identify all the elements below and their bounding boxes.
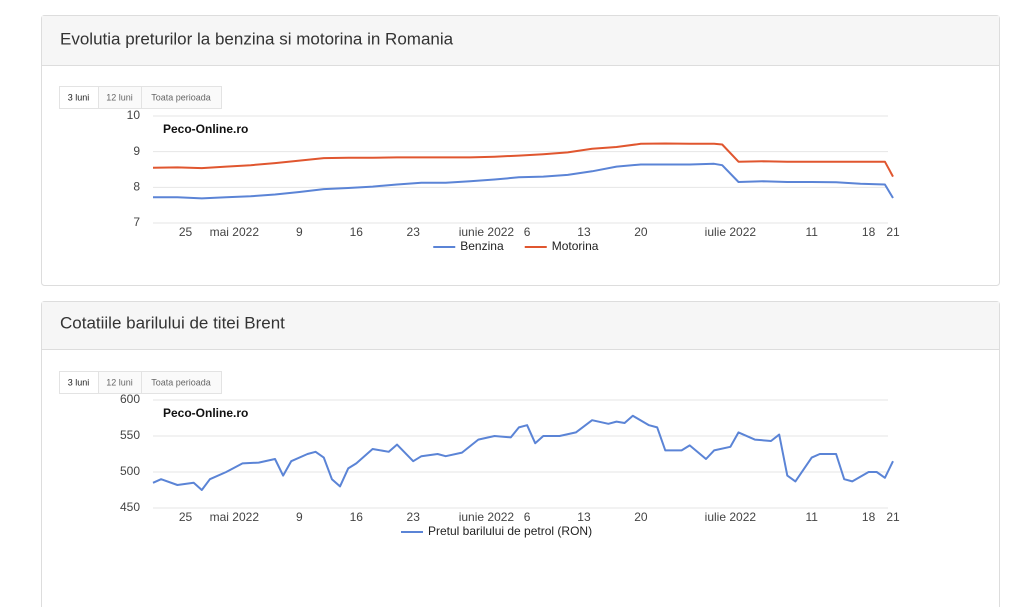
y-tick-label: 500 <box>120 464 140 478</box>
x-tick-label: 21 <box>886 510 900 524</box>
x-tick-label: 18 <box>862 510 876 524</box>
panel-header <box>42 302 999 349</box>
series-line <box>152 414 894 491</box>
x-tick-label: 16 <box>350 225 364 239</box>
x-tick-label: 23 <box>407 510 421 524</box>
watermark: Peco-Online.ro <box>163 406 248 420</box>
panel-title: Cotatiile barilului de titei Brent <box>60 313 285 332</box>
x-tick-label: 25 <box>179 225 193 239</box>
y-tick-label: 9 <box>133 144 140 158</box>
x-tick-label: iulie 2022 <box>705 510 757 524</box>
legend-label: Pretul barilului de petrol (RON) <box>428 524 592 538</box>
x-tick-label: iulie 2022 <box>705 225 757 239</box>
x-tick-label: 25 <box>179 510 193 524</box>
range-button-label[interactable]: 3 luni <box>68 377 90 387</box>
x-tick-label: 11 <box>805 225 818 239</box>
x-tick-label: 6 <box>524 225 531 239</box>
legend-label: Benzina <box>460 239 504 253</box>
x-tick-label: 21 <box>886 225 900 239</box>
panel-header <box>42 16 999 65</box>
x-tick-label: mai 2022 <box>210 225 260 239</box>
x-tick-label: 13 <box>577 225 591 239</box>
series-line <box>152 142 894 178</box>
range-button[interactable] <box>141 86 222 109</box>
series-line <box>153 162 894 200</box>
y-tick-label: 550 <box>120 428 140 442</box>
panel <box>41 301 1000 612</box>
panel-title: Evolutia preturilor la benzina si motori… <box>60 29 454 48</box>
range-button[interactable] <box>141 371 222 394</box>
x-tick-label: 9 <box>296 225 303 239</box>
range-button-label[interactable]: 12 luni <box>106 377 133 387</box>
y-tick-label: 8 <box>133 180 140 194</box>
legend-label: Motorina <box>552 239 599 253</box>
x-tick-label: 9 <box>296 510 303 524</box>
x-tick-label: 18 <box>862 225 876 239</box>
panel <box>41 15 1000 286</box>
x-tick-label: 20 <box>634 225 648 239</box>
x-tick-label: 23 <box>407 225 421 239</box>
x-tick-label: 6 <box>524 510 531 524</box>
x-tick-label: mai 2022 <box>210 510 260 524</box>
x-tick-label: 16 <box>350 510 364 524</box>
y-tick-label: 600 <box>120 392 140 406</box>
range-button-label[interactable]: Toata perioada <box>151 377 211 387</box>
range-button-label[interactable]: Toata perioada <box>151 92 211 102</box>
x-tick-label: iunie 2022 <box>459 225 515 239</box>
y-tick-label: 450 <box>120 500 140 514</box>
x-tick-label: iunie 2022 <box>459 510 515 524</box>
range-button-label[interactable]: 12 luni <box>106 92 133 102</box>
y-tick-label: 10 <box>127 108 141 122</box>
range-button-label[interactable]: 3 luni <box>68 92 90 102</box>
x-tick-label: 13 <box>577 510 591 524</box>
x-tick-label: 11 <box>805 510 818 524</box>
x-tick-label: 20 <box>634 510 648 524</box>
y-tick-label: 7 <box>133 215 140 229</box>
watermark: Peco-Online.ro <box>163 122 248 136</box>
